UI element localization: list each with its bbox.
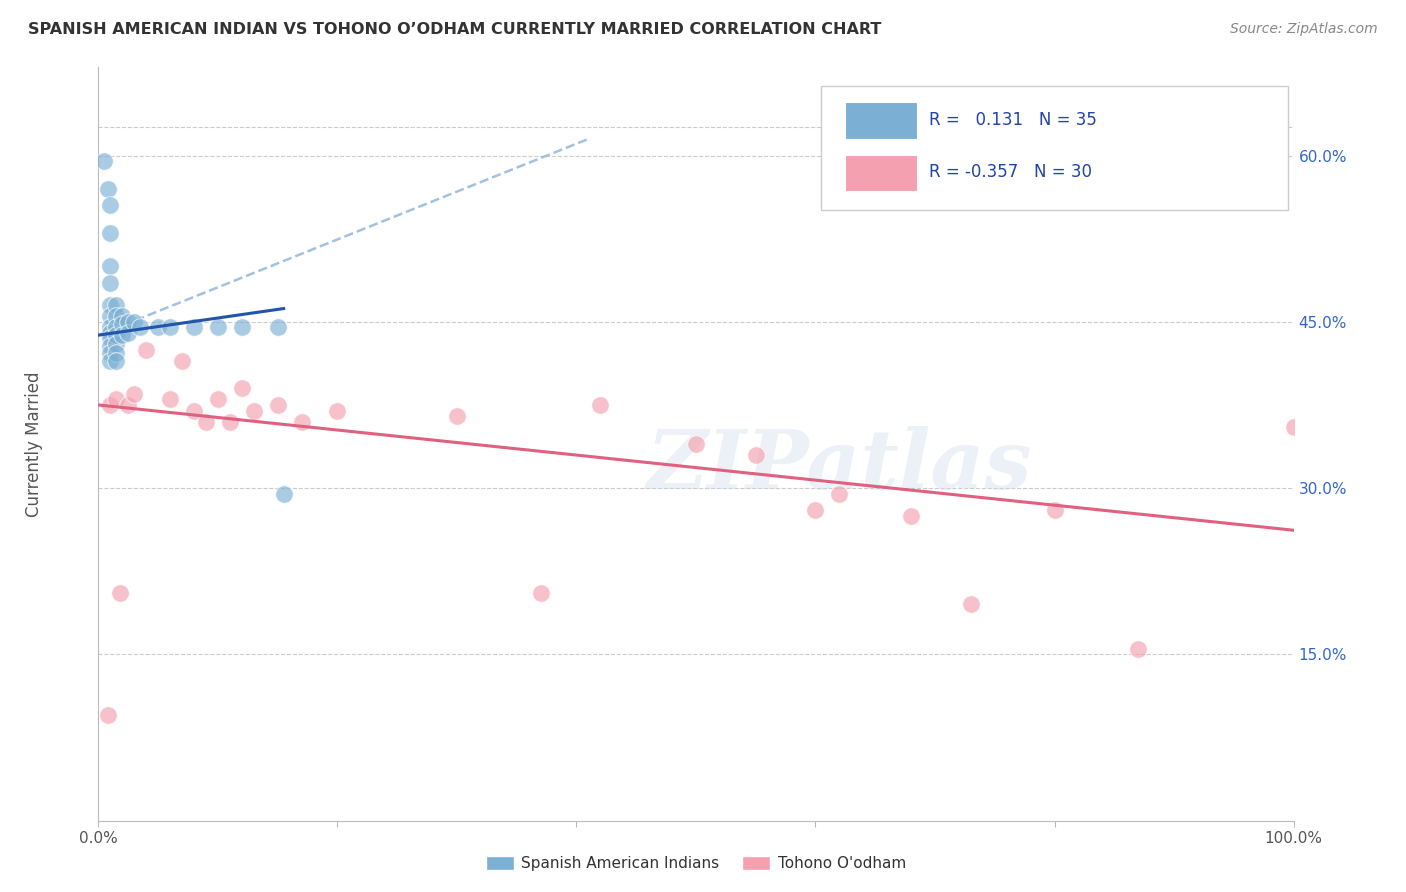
Point [207, 320, 229, 334]
Point [111, 310, 134, 324]
Point [273, 486, 295, 500]
Point [97, 182, 120, 196]
Point [105, 328, 128, 343]
Point [231, 320, 253, 334]
Point [108, 586, 131, 600]
Point [159, 392, 181, 407]
Point [124, 315, 146, 329]
Point [267, 398, 290, 412]
Text: SPANISH AMERICAN INDIAN VS TOHONO O’ODHAM CURRENTLY MARRIED CORRELATION CHART: SPANISH AMERICAN INDIAN VS TOHONO O’ODHA… [28, 22, 882, 37]
FancyBboxPatch shape [821, 86, 1288, 211]
Point [243, 403, 266, 417]
Point [148, 320, 170, 334]
Point [267, 320, 290, 334]
Point [98, 320, 122, 334]
Point [960, 598, 983, 612]
Point [98, 331, 122, 345]
Point [135, 343, 157, 357]
Point [105, 310, 128, 324]
Point [589, 398, 612, 412]
Point [685, 437, 707, 451]
Bar [845, 103, 917, 138]
Point [98, 398, 122, 412]
Point [291, 415, 314, 429]
Bar [845, 155, 917, 191]
Point [1282, 420, 1305, 434]
Point [183, 320, 205, 334]
Point [124, 387, 146, 401]
Point [105, 392, 128, 407]
Text: R =   0.131   N = 35: R = 0.131 N = 35 [929, 111, 1097, 128]
Point [105, 320, 128, 334]
Point [207, 392, 229, 407]
Point [900, 508, 922, 523]
Y-axis label: Currently Married: Currently Married [25, 371, 42, 516]
Point [446, 409, 468, 423]
Point [98, 346, 122, 360]
Point [98, 226, 122, 240]
Point [745, 448, 768, 462]
Point [98, 326, 122, 340]
Point [97, 708, 120, 723]
Point [1043, 503, 1066, 517]
Text: ZIPatlas: ZIPatlas [647, 426, 1032, 507]
Point [98, 339, 122, 353]
Point [129, 320, 152, 334]
Point [98, 353, 122, 368]
Point [219, 415, 242, 429]
Point [530, 586, 553, 600]
Point [105, 346, 128, 360]
Point [195, 415, 218, 429]
Point [117, 315, 139, 329]
Point [828, 486, 851, 500]
Point [159, 320, 181, 334]
Point [98, 298, 122, 312]
Point [98, 276, 122, 290]
Point [111, 328, 134, 343]
Point [111, 317, 134, 331]
Point [326, 403, 349, 417]
Point [105, 298, 128, 312]
Legend: Spanish American Indians, Tohono O'odham: Spanish American Indians, Tohono O'odham [479, 850, 912, 877]
Point [117, 398, 139, 412]
Point [98, 260, 122, 274]
Point [1128, 641, 1150, 656]
Point [231, 381, 253, 395]
Point [105, 353, 128, 368]
Point [105, 337, 128, 351]
Point [172, 353, 194, 368]
Point [117, 326, 139, 340]
Text: Source: ZipAtlas.com: Source: ZipAtlas.com [1230, 22, 1378, 37]
Point [98, 310, 122, 324]
Point [93, 154, 115, 169]
Point [183, 403, 205, 417]
Text: R = -0.357   N = 30: R = -0.357 N = 30 [929, 163, 1092, 181]
Point [804, 503, 827, 517]
Point [98, 198, 122, 212]
